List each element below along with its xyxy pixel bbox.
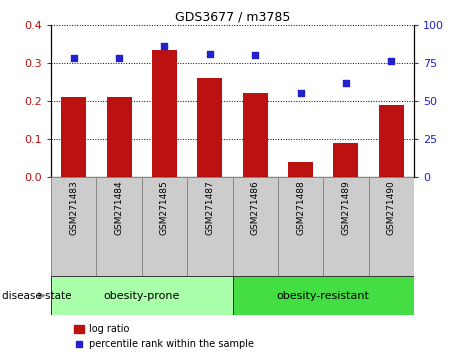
Point bbox=[297, 90, 304, 96]
Point bbox=[115, 56, 123, 61]
Point bbox=[252, 52, 259, 58]
Text: obesity-resistant: obesity-resistant bbox=[277, 291, 370, 301]
Bar bbox=[51, 276, 232, 315]
Text: GSM271490: GSM271490 bbox=[387, 180, 396, 235]
Bar bbox=[106, 97, 132, 177]
Bar bbox=[288, 162, 313, 177]
Bar bbox=[152, 50, 177, 177]
Point bbox=[387, 58, 395, 64]
Bar bbox=[243, 93, 268, 177]
Bar bbox=[142, 177, 187, 276]
Text: GSM271483: GSM271483 bbox=[69, 180, 78, 235]
Bar bbox=[51, 177, 97, 276]
Bar bbox=[278, 177, 323, 276]
Bar bbox=[97, 177, 142, 276]
Text: GSM271488: GSM271488 bbox=[296, 180, 305, 235]
Title: GDS3677 / m3785: GDS3677 / m3785 bbox=[175, 11, 290, 24]
Text: GSM271486: GSM271486 bbox=[251, 180, 259, 235]
Text: obesity-prone: obesity-prone bbox=[104, 291, 180, 301]
Text: GSM271487: GSM271487 bbox=[206, 180, 214, 235]
Bar bbox=[368, 177, 414, 276]
Text: GSM271485: GSM271485 bbox=[160, 180, 169, 235]
Text: GSM271484: GSM271484 bbox=[115, 180, 124, 235]
Point bbox=[161, 43, 168, 49]
Bar bbox=[333, 143, 359, 177]
Bar bbox=[323, 177, 368, 276]
Bar bbox=[61, 97, 86, 177]
Bar bbox=[232, 177, 278, 276]
Point bbox=[342, 80, 350, 85]
Bar bbox=[379, 105, 404, 177]
Text: disease state: disease state bbox=[2, 291, 72, 301]
Point bbox=[206, 51, 213, 57]
Bar bbox=[187, 177, 232, 276]
Bar bbox=[232, 276, 414, 315]
Point bbox=[70, 56, 78, 61]
Bar bbox=[197, 78, 222, 177]
Legend: log ratio, percentile rank within the sample: log ratio, percentile rank within the sa… bbox=[74, 324, 254, 349]
Text: GSM271489: GSM271489 bbox=[341, 180, 350, 235]
